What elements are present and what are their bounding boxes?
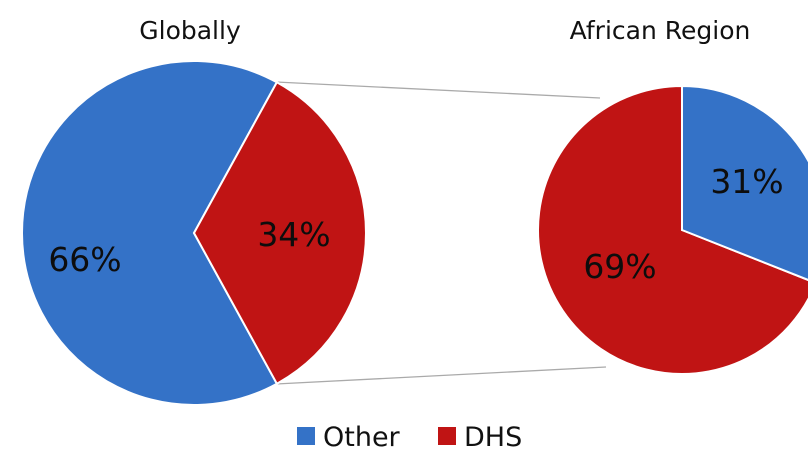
chart-title-globally: Globally	[139, 16, 241, 45]
connector-line-bottom	[275, 366, 607, 385]
pie-slice-globally-dhs	[192, 80, 367, 386]
pie-slice-african-dhs	[537, 84, 808, 375]
legend-swatch-other	[297, 427, 315, 445]
data-label-african-dhs: 69%	[583, 247, 656, 286]
legend-label-other: Other	[323, 422, 401, 453]
data-label-african-other: 31%	[710, 162, 783, 201]
data-label-globally-other: 66%	[48, 240, 121, 279]
connector-line-top	[275, 81, 601, 99]
legend-label-dhs: DHS	[464, 422, 522, 453]
pie-slice-globally-other	[20, 60, 279, 406]
data-label-globally-dhs: 34%	[257, 215, 330, 254]
chart-title-african-region: African Region	[570, 16, 751, 45]
pie-slice-african-other	[681, 84, 808, 281]
legend-swatch-dhs	[438, 427, 456, 445]
